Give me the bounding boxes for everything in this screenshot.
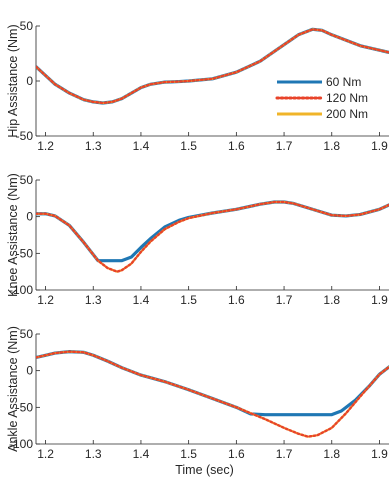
x-tick-label: 1.9 (371, 139, 388, 153)
y-tick-label: 50 (20, 173, 34, 187)
y-tick-label: 50 (20, 327, 34, 341)
y-axis-label: Knee Assistance (Nm) (6, 173, 20, 297)
y-tick-label: -100 (9, 437, 33, 451)
x-tick-label: 1.6 (228, 139, 245, 153)
x-tick-label: 1.7 (276, 139, 293, 153)
x-tick-label: 1.8 (323, 139, 340, 153)
x-tick-label: 1.2 (37, 293, 54, 307)
y-tick-label: 0 (26, 364, 33, 378)
x-tick-label: 1.6 (228, 293, 245, 307)
y-tick-label: 0 (26, 210, 33, 224)
legend-label: 120 Nm (326, 91, 368, 105)
y-tick-label: -50 (16, 246, 34, 260)
x-tick-label: 1.4 (133, 293, 150, 307)
series-line-2 (36, 350, 389, 438)
legend-label: 60 Nm (326, 75, 361, 89)
y-tick-label: -50 (16, 400, 34, 414)
x-tick-label: 1.3 (85, 293, 102, 307)
x-tick-label: 1.4 (133, 447, 150, 461)
series-line-1 (36, 350, 389, 417)
x-tick-label: 1.8 (323, 293, 340, 307)
x-tick-label: 1.5 (180, 293, 197, 307)
x-tick-label: 1.2 (37, 139, 54, 153)
x-tick-label: 1.3 (85, 139, 102, 153)
y-tick-label: 0 (26, 74, 33, 88)
x-tick-label: 1.4 (133, 139, 150, 153)
x-axis-label: Time (sec) (175, 463, 234, 477)
y-axis-label: Hip Assistance (Nm) (6, 24, 20, 137)
series-line-2 (36, 200, 389, 273)
y-tick-label: -50 (16, 129, 34, 143)
x-tick-label: 1.6 (228, 447, 245, 461)
x-tick-label: 1.5 (180, 447, 197, 461)
x-tick-label: 1.5 (180, 139, 197, 153)
y-axis-label: Ankle Assistance (Nm) (6, 326, 20, 452)
y-tick-label: -100 (9, 283, 33, 297)
x-tick-label: 1.3 (85, 447, 102, 461)
series-line-2 (36, 28, 389, 105)
x-tick-label: 1.7 (276, 447, 293, 461)
x-tick-label: 1.7 (276, 293, 293, 307)
panel-3: 1.2 1.3 1.4 1.5 1.6 1.7 1.8 1.9 -100 -50 0 50Ankle … (6, 326, 389, 477)
x-tick-label: 1.2 (37, 447, 54, 461)
legend-label: 200 Nm (326, 107, 368, 121)
legend: 60 Nm 120 Nm 200 Nm (275, 75, 368, 121)
x-tick-label: 1.8 (323, 447, 340, 461)
series-line-1 (36, 200, 389, 263)
y-tick-label: 50 (20, 19, 34, 33)
x-tick-label: 1.9 (371, 293, 388, 307)
x-tick-label: 1.9 (371, 447, 388, 461)
